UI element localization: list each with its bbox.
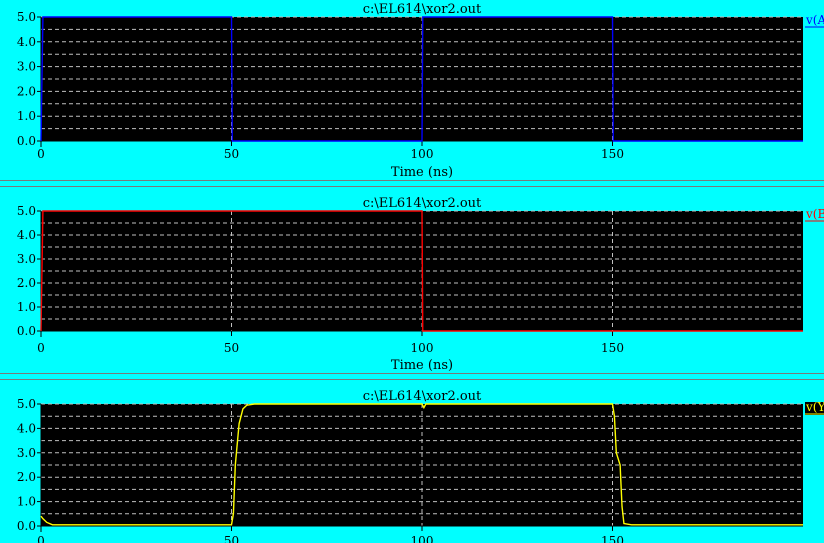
chart-title: c:\EL614\xor2.out bbox=[363, 196, 482, 211]
x-axis-label: Time (ns) bbox=[391, 358, 453, 373]
legend-highlight bbox=[805, 402, 824, 415]
y-tick-label: 1.0 bbox=[17, 495, 36, 509]
chart-title: c:\EL614\xor2.out bbox=[363, 2, 482, 17]
y-tick-label: 3.0 bbox=[17, 252, 36, 266]
x-tick-label: 100 bbox=[411, 147, 434, 161]
legend-entry[interactable]: v(A bbox=[805, 13, 824, 28]
y-tick-label: 4.0 bbox=[17, 228, 36, 242]
pane-divider[interactable] bbox=[0, 373, 824, 380]
pane-divider[interactable] bbox=[0, 180, 824, 187]
x-tick-label: 100 bbox=[411, 534, 434, 543]
y-tick-label: 2.0 bbox=[17, 276, 36, 290]
y-tick-label: 2.0 bbox=[17, 84, 36, 98]
series-line-vb[interactable] bbox=[40, 210, 803, 332]
y-tick-label: 2.0 bbox=[17, 470, 36, 484]
y-tick-label: 1.0 bbox=[17, 109, 36, 123]
x-tick-label: 0 bbox=[37, 534, 45, 543]
y-tick-label: 3.0 bbox=[17, 60, 36, 74]
x-tick-label: 150 bbox=[601, 341, 624, 355]
chart-pane-1: c:\EL614\xor2.out 0.0 1.0 2.0 3.0 4.0 5.0 0 50 10… bbox=[17, 2, 824, 180]
y-tick-label: 4.0 bbox=[17, 421, 36, 435]
series-line-va[interactable] bbox=[40, 16, 803, 142]
chart-pane-2: c:\EL614\xor2.out 0.0 1.0 2.0 3.0 4.0 5.0 0 50 10… bbox=[17, 196, 824, 373]
legend-label: v(Y bbox=[805, 400, 824, 414]
y-tick-label: 0.0 bbox=[17, 134, 36, 148]
y-tick-label: 3.0 bbox=[17, 446, 36, 460]
x-tick-label: 50 bbox=[224, 147, 239, 161]
y-tick-label: 5.0 bbox=[17, 397, 36, 411]
legend-entry[interactable]: v(Y bbox=[805, 400, 824, 415]
x-tick-label: 50 bbox=[224, 534, 239, 543]
y-tick-label: 5.0 bbox=[17, 204, 36, 218]
series-line-vy[interactable] bbox=[40, 403, 803, 526]
y-tick-label: 5.0 bbox=[17, 10, 36, 24]
y-tick-label: 4.0 bbox=[17, 35, 36, 49]
x-tick-label: 150 bbox=[601, 534, 624, 543]
chart-pane-3: c:\EL614\xor2.out 0.0 1.0 2.0 3.0 4.0 5.0 0 50 10… bbox=[17, 389, 824, 543]
chart-title: c:\EL614\xor2.out bbox=[363, 389, 482, 404]
x-tick-label: 0 bbox=[37, 341, 45, 355]
x-tick-label: 50 bbox=[224, 341, 239, 355]
legend-label: v(A bbox=[805, 13, 824, 27]
legend-label: v(B bbox=[805, 207, 824, 221]
x-tick-label: 150 bbox=[601, 147, 624, 161]
y-tick-label: 1.0 bbox=[17, 300, 36, 314]
y-tick-label: 0.0 bbox=[17, 324, 36, 338]
x-tick-label: 100 bbox=[411, 341, 434, 355]
y-tick-label: 0.0 bbox=[17, 519, 36, 533]
x-axis-label: Time (ns) bbox=[391, 165, 453, 180]
legend-entry[interactable]: v(B bbox=[805, 207, 824, 222]
x-tick-label: 0 bbox=[37, 147, 45, 161]
